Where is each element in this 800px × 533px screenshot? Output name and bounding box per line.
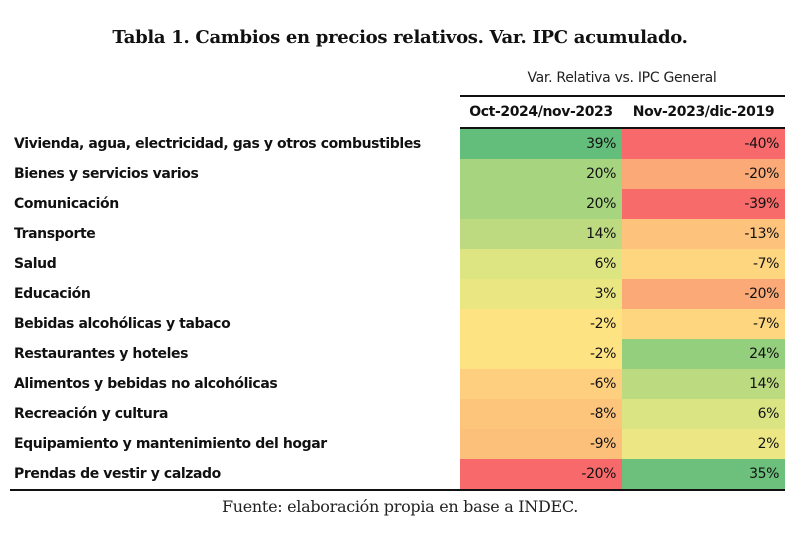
row-label: Equipamiento y mantenimiento del hogar bbox=[14, 436, 327, 452]
value-oct2024-nov2023: -2% bbox=[460, 339, 622, 369]
row-label: Bienes y servicios varios bbox=[14, 166, 199, 182]
value-nov2023-dic2019: -20% bbox=[622, 159, 785, 189]
table-row: Educación 3% -20% bbox=[10, 279, 785, 309]
value-oct2024-nov2023: 20% bbox=[460, 159, 622, 189]
table-row: Salud 6% -7% bbox=[10, 249, 785, 279]
table-row: Restaurantes y hoteles -2% 24% bbox=[10, 339, 785, 369]
row-label: Transporte bbox=[14, 226, 96, 242]
value-oct2024-nov2023: 39% bbox=[460, 128, 622, 159]
column-header-2: Nov-2023/dic-2019 bbox=[622, 95, 785, 129]
table-row: Comunicación 20% -39% bbox=[10, 189, 785, 219]
table-row: Bienes y servicios varios 20% -20% bbox=[10, 159, 785, 189]
row-label: Prendas de vestir y calzado bbox=[10, 459, 460, 491]
row-label: Comunicación bbox=[14, 196, 119, 212]
value-oct2024-nov2023: 6% bbox=[460, 249, 622, 279]
value-nov2023-dic2019: -20% bbox=[622, 279, 785, 309]
value-nov2023-dic2019: -7% bbox=[622, 249, 785, 279]
table-title: Tabla 1. Cambios en precios relativos. V… bbox=[112, 27, 688, 48]
value-oct2024-nov2023: -8% bbox=[460, 399, 622, 429]
row-label: Vivienda, agua, electricidad, gas y otro… bbox=[14, 135, 421, 152]
value-oct2024-nov2023: -9% bbox=[460, 429, 622, 459]
header-row: Oct-2024/nov-2023 Nov-2023/dic-2019 bbox=[10, 95, 785, 129]
value-nov2023-dic2019: -39% bbox=[622, 189, 785, 219]
value-oct2024-nov2023: 14% bbox=[460, 219, 622, 249]
table-row: Bebidas alcohólicas y tabaco -2% -7% bbox=[10, 309, 785, 339]
value-nov2023-dic2019: -40% bbox=[622, 128, 785, 159]
row-label: Restaurantes y hoteles bbox=[14, 346, 189, 362]
value-nov2023-dic2019: 14% bbox=[622, 369, 785, 399]
source-note: Fuente: elaboración propia en base a IND… bbox=[221, 497, 579, 516]
value-oct2024-nov2023: -20% bbox=[460, 459, 622, 491]
row-label: Bebidas alcohólicas y tabaco bbox=[14, 316, 231, 332]
value-oct2024-nov2023: 20% bbox=[460, 189, 622, 219]
value-nov2023-dic2019: 24% bbox=[622, 339, 785, 369]
table-row: Vivienda, agua, electricidad, gas y otro… bbox=[10, 128, 785, 159]
column-header-1: Oct-2024/nov-2023 bbox=[460, 95, 622, 129]
value-nov2023-dic2019: 35% bbox=[622, 459, 785, 491]
row-label: Recreación y cultura bbox=[14, 406, 169, 422]
table-row: Recreación y cultura -8% 6% bbox=[10, 399, 785, 429]
table-row: Prendas de vestir y calzado -20% 35% bbox=[10, 459, 785, 491]
table-row: Alimentos y bebidas no alcohólicas -6% 14% bbox=[10, 369, 785, 399]
table-row: Transporte 14% -13% bbox=[10, 219, 785, 249]
group-header: Var. Relativa vs. IPC General bbox=[527, 70, 717, 86]
value-oct2024-nov2023: 3% bbox=[460, 279, 622, 309]
value-nov2023-dic2019: 6% bbox=[622, 399, 785, 429]
value-oct2024-nov2023: -6% bbox=[460, 369, 622, 399]
header-blank bbox=[10, 96, 460, 128]
row-label: Alimentos y bebidas no alcohólicas bbox=[14, 376, 278, 392]
value-oct2024-nov2023: -2% bbox=[460, 309, 622, 339]
row-label: Educación bbox=[14, 286, 91, 302]
value-nov2023-dic2019: 2% bbox=[622, 429, 785, 459]
value-nov2023-dic2019: -7% bbox=[622, 309, 785, 339]
price-table: Oct-2024/nov-2023 Nov-2023/dic-2019 Vivi… bbox=[10, 95, 785, 491]
value-nov2023-dic2019: -13% bbox=[622, 219, 785, 249]
row-label: Salud bbox=[14, 256, 57, 272]
table-row: Equipamiento y mantenimiento del hogar -9… bbox=[10, 429, 785, 459]
